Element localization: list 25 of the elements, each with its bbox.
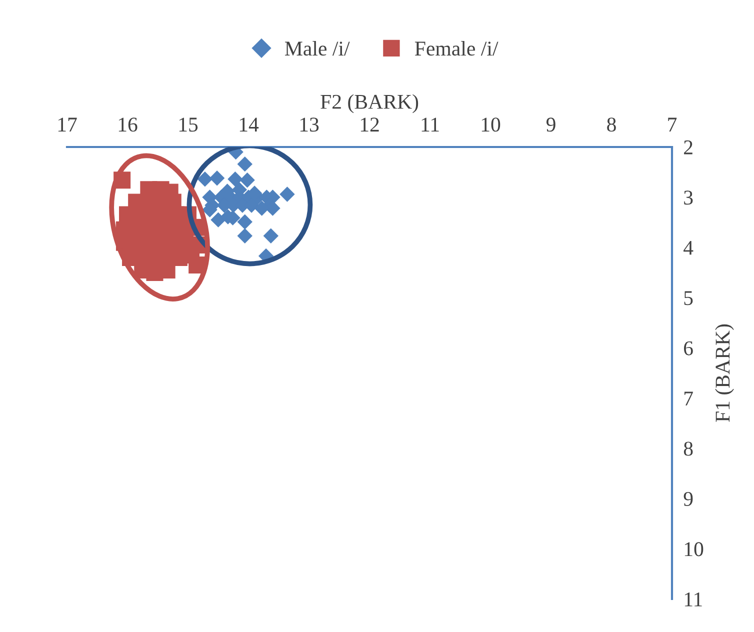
x-tick-label: 9	[546, 118, 556, 132]
x-tick-label: 8	[607, 118, 616, 132]
y-tick-label: 5	[684, 291, 693, 306]
x-axis-title: F2 (BARK)	[320, 94, 418, 114]
y-tick-label: 7	[684, 392, 693, 406]
x-tick-label: 17	[58, 118, 77, 132]
legend-label: Female /i/	[414, 40, 498, 56]
legend-label: Male /i/	[285, 40, 350, 56]
y-tick-label: 6	[684, 341, 693, 356]
y-tick-label: 2	[684, 140, 692, 154]
y-tick-label: 3	[684, 190, 693, 205]
y-tick-label: 10	[684, 542, 704, 556]
y-tick-label: 11	[684, 592, 702, 606]
y-axis-title: F1 (BARK)	[715, 324, 734, 422]
x-tick-label: 11	[422, 118, 439, 132]
x-tick-label: 13	[300, 118, 319, 132]
y-tick-label: 4	[684, 240, 694, 255]
y-tick-label: 9	[684, 492, 693, 506]
y-tick-label: 8	[684, 442, 693, 456]
x-tick-label: 12	[360, 118, 379, 132]
x-tick-label: 14	[240, 118, 259, 132]
x-tick-label: 16	[118, 118, 138, 132]
x-tick-label: 7	[668, 118, 677, 132]
x-tick-label: 15	[179, 118, 198, 132]
x-tick-label: 10	[482, 118, 500, 132]
